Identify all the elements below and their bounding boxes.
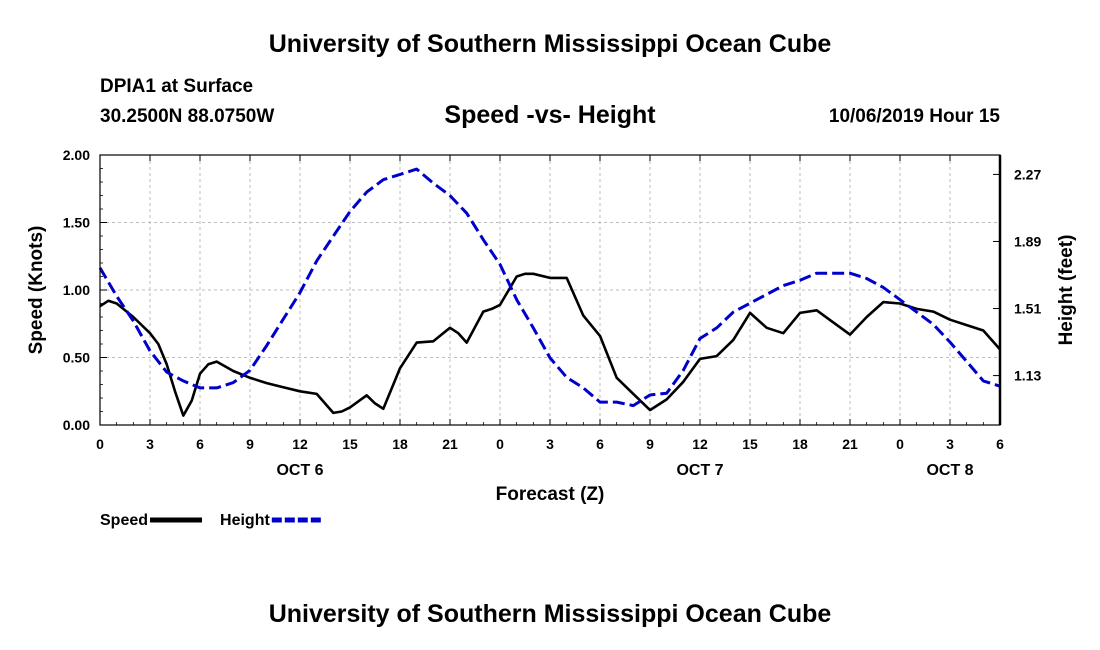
x-axis-label: Forecast (Z) <box>496 484 605 505</box>
coordinates-label: 30.2500N 88.0750W <box>100 106 275 127</box>
x-tick-label: 21 <box>842 436 858 452</box>
x-tick-label: 0 <box>496 436 504 452</box>
x-tick-label: 21 <box>442 436 458 452</box>
x-tick-label: 15 <box>342 436 358 452</box>
y2-tick-label: 1.51 <box>1014 301 1041 317</box>
chart-series <box>98 167 1001 417</box>
y-tick-label: 0.00 <box>63 417 90 433</box>
y-tick-label: 2.00 <box>63 147 90 163</box>
y2-tick-label: 1.13 <box>1014 368 1041 384</box>
date-label: OCT 8 <box>926 462 973 479</box>
x-tick-label: 9 <box>646 436 654 452</box>
forecast-datetime: 10/06/2019 Hour 15 <box>828 106 1000 127</box>
x-tick-label: 18 <box>792 436 808 452</box>
page-title: University of Southern Mississippi Ocean… <box>268 30 832 58</box>
x-tick-label: 9 <box>246 436 254 452</box>
speed-series-line <box>99 272 1001 417</box>
x-tick-label: 15 <box>742 436 758 452</box>
height-series-line <box>98 167 1001 408</box>
legend-label-speed: Speed <box>100 512 148 529</box>
legend-label-height: Height <box>220 512 270 529</box>
x-tick-label: 18 <box>392 436 408 452</box>
y-axis-label: Speed (Knots) <box>26 226 47 355</box>
x-tick-label: 0 <box>96 436 104 452</box>
x-tick-label: 0 <box>896 436 904 452</box>
x-tick-label: 3 <box>146 436 154 452</box>
y-tick-label: 0.50 <box>63 350 90 366</box>
x-tick-label: 12 <box>292 436 308 452</box>
y2-tick-label: 2.27 <box>1014 166 1041 182</box>
chart-axes: 0 3 6 9 12 15 18 21 0 3 6 9 12 15 18 21 0 3 6 OCT 6 OCT 7 OCT… <box>63 147 1042 479</box>
chart-title: Speed -vs- Height <box>444 101 656 129</box>
x-tick-label: 3 <box>946 436 954 452</box>
chart-grid <box>100 155 1000 425</box>
y-tick-label: 1.00 <box>63 282 90 298</box>
y-tick-label: 1.50 <box>63 215 90 231</box>
x-tick-label: 12 <box>692 436 708 452</box>
y2-tick-label: 1.89 <box>1014 233 1041 249</box>
station-label: DPIA1 at Surface <box>100 76 254 97</box>
footer-title: University of Southern Mississippi Ocean… <box>268 600 832 628</box>
x-tick-label: 6 <box>596 436 604 452</box>
chart-legend: Speed Height <box>100 512 324 529</box>
y2-axis-label: Height (feet) <box>1056 235 1077 346</box>
date-label: OCT 7 <box>676 462 723 479</box>
x-tick-label: 3 <box>546 436 554 452</box>
x-tick-label: 6 <box>196 436 204 452</box>
x-tick-label: 6 <box>996 436 1004 452</box>
date-label: OCT 6 <box>276 462 323 479</box>
